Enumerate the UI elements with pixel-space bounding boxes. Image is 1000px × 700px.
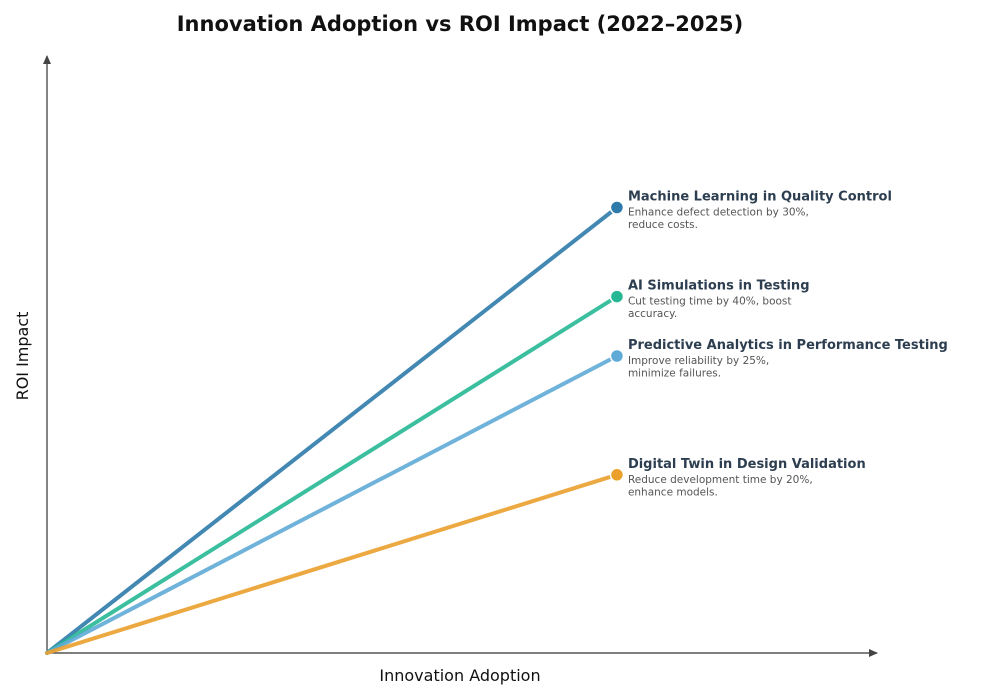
series-3: Digital Twin in Design Validation Reduce …: [45, 457, 866, 655]
series-line: [45, 294, 619, 655]
series-1: AI Simulations in Testing Cut testing tim…: [45, 279, 810, 655]
series-description: reduce costs.: [628, 219, 698, 231]
series-description: Enhance defect detection by 30%,: [628, 207, 809, 219]
series-end-marker: [609, 467, 625, 483]
series-label: AI Simulations in Testing: [628, 279, 810, 294]
series-label: Predictive Analytics in Performance Test…: [628, 338, 948, 353]
series-layer: Machine Learning in Quality Control Enhan…: [45, 190, 948, 655]
series-description: Improve reliability by 25%,: [628, 355, 769, 367]
series-line: [45, 472, 619, 655]
x-axis-label: Innovation Adoption: [379, 666, 540, 685]
series-label: Machine Learning in Quality Control: [628, 190, 892, 205]
series-end-marker: [609, 289, 625, 304]
chart-title: Innovation Adoption vs ROI Impact (2022–…: [177, 12, 744, 36]
series-2: Predictive Analytics in Performance Test…: [45, 338, 948, 655]
series-end-marker: [609, 200, 625, 215]
series-line: [45, 205, 619, 655]
series-description: enhance models.: [628, 486, 718, 498]
series-description: Reduce development time by 20%,: [628, 474, 813, 486]
series-line: [45, 354, 619, 655]
series-description: accuracy.: [628, 308, 677, 320]
y-axis-label: ROI Impact: [13, 312, 32, 401]
series-0: Machine Learning in Quality Control Enhan…: [45, 190, 892, 655]
series-description: Cut testing time by 40%, boost: [628, 296, 792, 308]
series-description: minimize failures.: [628, 368, 721, 380]
series-label: Digital Twin in Design Validation: [628, 457, 866, 472]
series-end-marker: [609, 348, 625, 364]
